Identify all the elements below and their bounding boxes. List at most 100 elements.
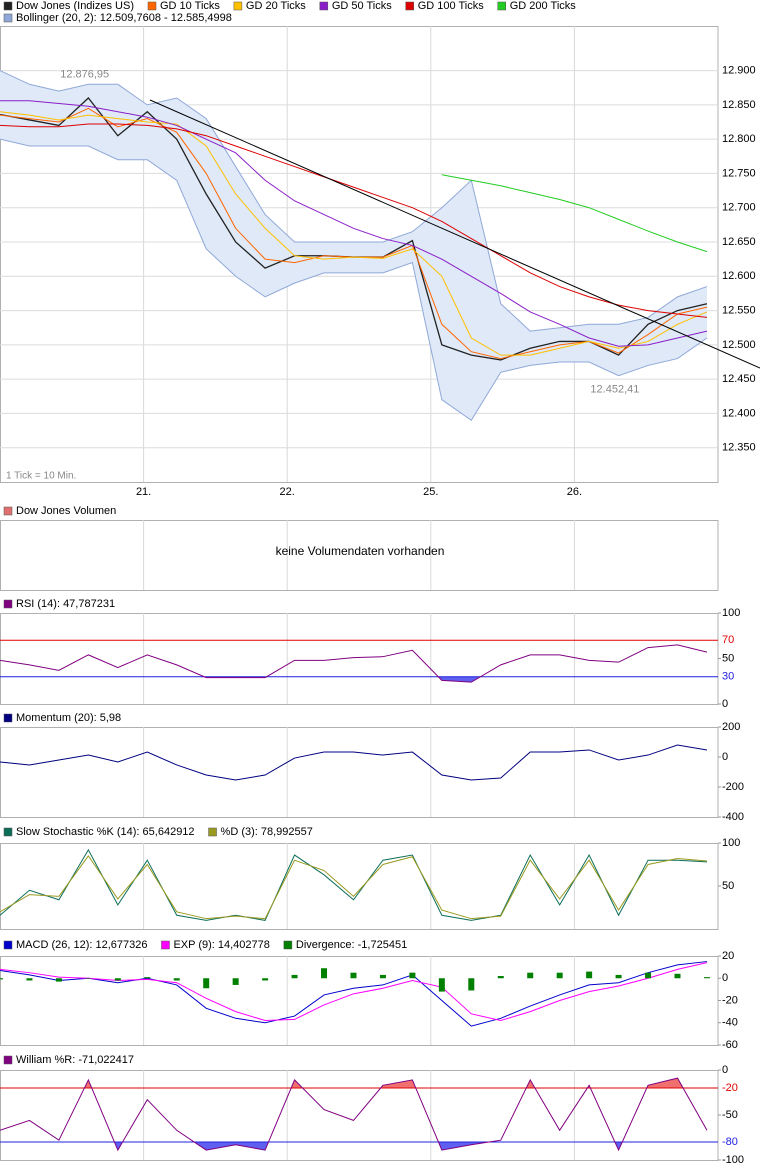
bar xyxy=(379,974,386,979)
bar xyxy=(173,978,180,981)
bar xyxy=(645,972,652,979)
legend-label: MACD (26, 12): 12,677326 xyxy=(16,939,147,951)
legend-label: William %R: -71,022417 xyxy=(16,1054,134,1066)
series-line xyxy=(0,111,708,356)
y-tick-label: 0 xyxy=(722,972,728,984)
legend-label: GD 50 Ticks xyxy=(332,0,392,12)
legend-swatch xyxy=(3,940,13,950)
legend-label: GD 20 Ticks xyxy=(246,0,306,12)
y-tick-label: 200 xyxy=(722,721,740,733)
level-label: -20 xyxy=(722,1082,738,1094)
legend-swatch xyxy=(161,940,170,950)
bar xyxy=(703,977,710,979)
y-tick-label: 0 xyxy=(722,1064,728,1076)
series-line xyxy=(0,848,707,921)
x-tick-label: 26. xyxy=(567,486,582,498)
legend-swatch xyxy=(497,1,506,11)
legend-label: Momentum (20): 5,98 xyxy=(16,712,121,724)
legend-swatch xyxy=(3,1055,13,1065)
x-tick-label: 22. xyxy=(280,486,295,498)
legend-label: EXP (9): 14,402778 xyxy=(173,939,269,951)
panel-frame xyxy=(0,1070,719,1161)
level-label: 70 xyxy=(722,634,734,646)
legend-swatch xyxy=(3,713,13,723)
y-tick-label: 50 xyxy=(722,652,734,664)
legend-swatch xyxy=(233,1,243,11)
y-tick-label: 12.550 xyxy=(722,304,756,316)
y-tick-label: 12.900 xyxy=(722,64,756,76)
legend-swatch xyxy=(283,940,293,950)
y-tick-label: -60 xyxy=(722,1039,738,1051)
y-tick-label: 12.350 xyxy=(722,442,756,454)
y-tick-label: 12.500 xyxy=(722,339,756,351)
level-label: -80 xyxy=(722,1136,738,1148)
legend-label: Dow Jones (Indizes US) xyxy=(16,0,134,12)
bar xyxy=(26,978,33,981)
series-line xyxy=(0,962,708,1022)
y-tick-label: -100 xyxy=(722,1154,744,1166)
y-tick-label: 0 xyxy=(722,751,728,763)
y-tick-label: 12.400 xyxy=(722,407,756,419)
x-tick-label: 21. xyxy=(136,486,151,498)
bar xyxy=(615,974,622,979)
bollinger-lower xyxy=(0,138,708,421)
legend-label: Bollinger (20, 2): 12.509,7608 - 12.585,… xyxy=(16,12,232,24)
legend-label: GD 100 Ticks xyxy=(418,0,485,12)
bar xyxy=(321,968,328,979)
annotation: 12.876,95 xyxy=(60,68,109,80)
legend-swatch xyxy=(3,13,13,23)
bar xyxy=(114,978,121,981)
panel-frame xyxy=(0,613,719,705)
footnote: 1 Tick = 10 Min. xyxy=(6,471,76,482)
y-tick-label: -400 xyxy=(722,811,744,823)
legend-swatch xyxy=(3,1,13,11)
annotation: 12.452,41 xyxy=(590,383,639,395)
empty-message: keine Volumendaten vorhanden xyxy=(276,544,445,558)
bar xyxy=(144,977,151,979)
series-line xyxy=(441,174,708,253)
bar xyxy=(438,978,445,992)
legend-label: GD 10 Ticks xyxy=(160,0,220,12)
bar xyxy=(556,972,563,979)
legend-swatch xyxy=(3,506,13,516)
bar xyxy=(0,978,3,980)
bar xyxy=(409,972,416,979)
series-line xyxy=(0,744,708,781)
legend-swatch xyxy=(3,827,13,837)
panel-frame xyxy=(0,727,719,818)
legend-label: Slow Stochastic %K (14): 65,642912 xyxy=(16,826,195,838)
y-tick-label: 12.800 xyxy=(722,133,756,145)
bar xyxy=(527,972,534,979)
x-tick-label: 25. xyxy=(423,486,438,498)
bar xyxy=(262,978,269,981)
bar xyxy=(586,971,593,979)
bar xyxy=(85,978,92,979)
series-line xyxy=(0,100,708,347)
y-tick-label: 100 xyxy=(722,607,740,619)
bar xyxy=(497,976,504,979)
bar xyxy=(674,973,681,979)
series-line xyxy=(0,961,708,1027)
series-line xyxy=(0,644,708,683)
series-line xyxy=(0,855,707,920)
legend-label: GD 200 Ticks xyxy=(510,0,577,12)
y-tick-label: 12.450 xyxy=(722,373,756,385)
series-line xyxy=(0,1077,708,1152)
panel-frame xyxy=(0,956,719,1046)
legend-label: Dow Jones Volumen xyxy=(16,505,116,517)
bar xyxy=(350,972,357,979)
legend-swatch xyxy=(208,827,217,837)
legend-label: Divergence: -1,725451 xyxy=(296,939,407,951)
y-tick-label: 20 xyxy=(722,950,734,962)
panel-frame xyxy=(0,26,719,483)
legend-swatch xyxy=(3,599,13,609)
y-tick-label: 0 xyxy=(722,698,728,710)
legend-label: RSI (14): 47,787231 xyxy=(16,598,115,610)
y-tick-label: -200 xyxy=(722,781,744,793)
bar xyxy=(203,978,210,989)
bar xyxy=(55,978,62,982)
legend-swatch xyxy=(147,1,157,11)
bar xyxy=(291,974,298,979)
y-tick-label: 12.700 xyxy=(722,202,756,214)
